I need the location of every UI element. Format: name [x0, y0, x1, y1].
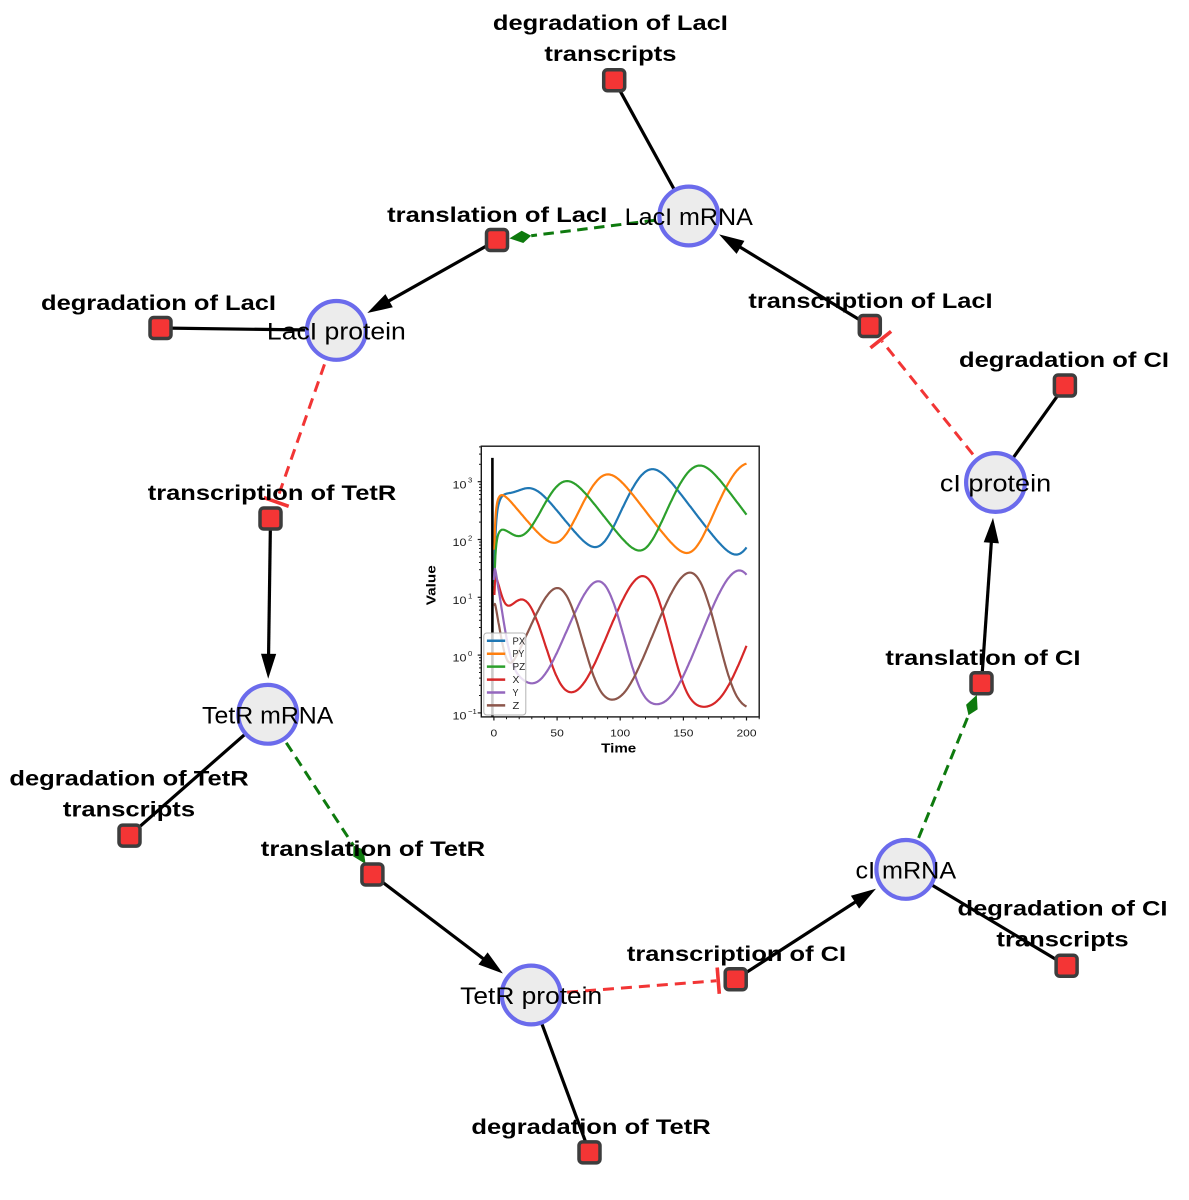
- svg-text:transcripts: transcripts: [544, 42, 676, 66]
- svg-text:10: 10: [453, 595, 467, 607]
- svg-text:transcription of LacI: transcription of LacI: [748, 289, 992, 313]
- svg-text:Time: Time: [601, 741, 636, 756]
- svg-text:3: 3: [468, 476, 472, 485]
- svg-text:Value: Value: [423, 565, 438, 605]
- svg-text:1: 1: [468, 591, 472, 600]
- svg-text:TetR protein: TetR protein: [460, 984, 602, 1010]
- svg-text:transcripts: transcripts: [996, 928, 1128, 952]
- svg-text:50: 50: [550, 728, 564, 740]
- svg-text:PZ: PZ: [513, 662, 526, 673]
- svg-text:0: 0: [468, 649, 472, 658]
- svg-text:degradation of TetR: degradation of TetR: [471, 1115, 711, 1139]
- svg-text:PY: PY: [513, 649, 525, 660]
- svg-text:degradation of TetR: degradation of TetR: [9, 766, 249, 790]
- svg-text:PX: PX: [513, 636, 526, 647]
- svg-text:10: 10: [453, 711, 467, 723]
- svg-text:X: X: [513, 675, 520, 686]
- svg-text:−1: −1: [468, 707, 477, 716]
- svg-text:10: 10: [453, 537, 467, 549]
- svg-text:100: 100: [610, 728, 630, 740]
- svg-text:degradation of LacI: degradation of LacI: [493, 11, 728, 35]
- svg-text:cI mRNA: cI mRNA: [856, 858, 957, 884]
- svg-text:translation of TetR: translation of TetR: [261, 837, 486, 861]
- svg-text:0: 0: [491, 728, 498, 740]
- svg-text:2: 2: [468, 534, 472, 543]
- svg-text:10: 10: [453, 479, 467, 491]
- svg-text:degradation of LacI: degradation of LacI: [41, 291, 276, 315]
- svg-text:LacI mRNA: LacI mRNA: [625, 205, 753, 231]
- svg-text:Z: Z: [513, 701, 520, 712]
- svg-text:LacI protein: LacI protein: [267, 319, 406, 345]
- svg-text:200: 200: [737, 728, 757, 740]
- svg-text:degradation of CI: degradation of CI: [958, 897, 1168, 921]
- svg-text:translation of LacI: translation of LacI: [387, 203, 607, 227]
- svg-text:Y: Y: [513, 688, 519, 699]
- svg-text:transcripts: transcripts: [63, 797, 195, 821]
- svg-text:transcription of CI: transcription of CI: [627, 942, 846, 966]
- svg-text:cI protein: cI protein: [940, 472, 1051, 498]
- svg-text:transcription of TetR: transcription of TetR: [148, 481, 397, 505]
- svg-text:10: 10: [453, 653, 467, 665]
- svg-text:150: 150: [673, 728, 693, 740]
- svg-text:translation of CI: translation of CI: [885, 646, 1080, 670]
- svg-text:degradation of CI: degradation of CI: [959, 348, 1169, 372]
- svg-text:TetR mRNA: TetR mRNA: [202, 703, 334, 729]
